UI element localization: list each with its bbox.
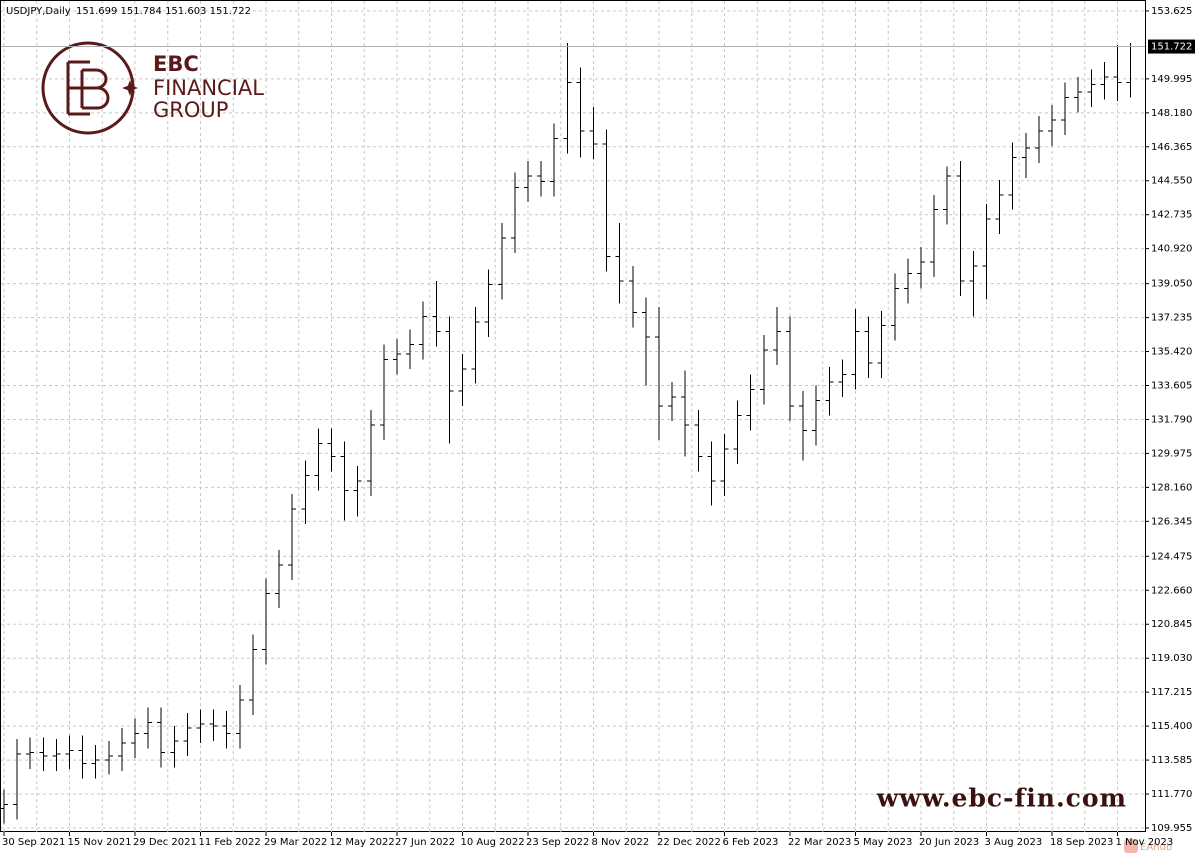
y-tick-label: 133.605 bbox=[1151, 381, 1192, 392]
y-tick-label: 113.585 bbox=[1151, 755, 1192, 766]
y-tick-label: 140.920 bbox=[1151, 244, 1192, 255]
y-tick-label: 122.660 bbox=[1151, 585, 1192, 596]
price-tag: 151.722 bbox=[1151, 42, 1192, 53]
y-tick-label: 126.345 bbox=[1151, 516, 1192, 527]
y-tick-label: 137.235 bbox=[1151, 313, 1192, 324]
y-tick-label: 117.215 bbox=[1151, 687, 1192, 698]
x-tick-label: 27 Jun 2022 bbox=[395, 837, 455, 848]
x-tick-label: 6 Feb 2023 bbox=[723, 837, 779, 848]
plot-frame bbox=[0, 0, 1146, 832]
y-tick-label: 109.955 bbox=[1151, 823, 1192, 834]
x-tick-label: 15 Nov 2021 bbox=[68, 837, 132, 848]
y-tick-label: 120.845 bbox=[1151, 619, 1192, 630]
x-tick-label: 5 May 2023 bbox=[854, 837, 913, 848]
x-tick-label: 3 Aug 2023 bbox=[985, 837, 1043, 848]
x-tick-label: 18 Sep 2023 bbox=[1050, 837, 1113, 848]
badge: EAhub bbox=[1140, 842, 1172, 853]
watermark: www.ebc-fin.com bbox=[876, 784, 1127, 813]
x-tick-label: 1 Nov 2023 bbox=[1116, 837, 1174, 848]
y-tick-label: 135.420 bbox=[1151, 347, 1192, 358]
x-tick-label: 23 Sep 2022 bbox=[526, 837, 589, 848]
x-tick-label: 20 Jun 2023 bbox=[919, 837, 979, 848]
x-tick-label: 22 Dec 2022 bbox=[657, 837, 721, 848]
x-tick-label: 8 Nov 2022 bbox=[592, 837, 650, 848]
y-tick-label: 139.050 bbox=[1151, 279, 1192, 290]
x-tick-label: 10 Aug 2022 bbox=[461, 837, 525, 848]
y-tick-label: 115.400 bbox=[1151, 721, 1192, 732]
y-tick-label: 142.735 bbox=[1151, 210, 1192, 221]
logo-name: EBC bbox=[153, 52, 199, 76]
y-tick-label: 148.180 bbox=[1151, 108, 1192, 119]
price-tag-bg bbox=[1148, 39, 1195, 54]
y-tick-label: 131.790 bbox=[1151, 414, 1192, 425]
y-tick-label: 111.770 bbox=[1151, 789, 1192, 800]
x-tick-label: 29 Dec 2021 bbox=[133, 837, 197, 848]
y-tick-label: 153.625 bbox=[1151, 6, 1192, 17]
x-tick-label: 11 Feb 2022 bbox=[199, 837, 261, 848]
y-tick-label: 146.365 bbox=[1151, 142, 1192, 153]
x-tick-label: 12 May 2022 bbox=[330, 837, 395, 848]
logo-line: GROUP bbox=[153, 98, 228, 122]
ohlc-readout: 151.699 151.784 151.603 151.722 bbox=[76, 6, 251, 17]
y-tick-label: 124.475 bbox=[1151, 551, 1192, 562]
badge-icon bbox=[1124, 839, 1138, 853]
x-tick-label: 29 Mar 2022 bbox=[264, 837, 327, 848]
x-tick-label: 30 Sep 2021 bbox=[2, 837, 65, 848]
bars bbox=[0, 43, 1135, 824]
y-tick-label: 128.160 bbox=[1151, 482, 1192, 493]
y-tick-label: 129.975 bbox=[1151, 448, 1192, 459]
logo: EBC FINANCIAL GROUP bbox=[41, 41, 264, 135]
logo-line: FINANCIAL bbox=[153, 76, 264, 100]
logo-mark bbox=[66, 60, 110, 116]
x-tick-label: 22 Mar 2023 bbox=[788, 837, 851, 848]
chart-title: USDJPY,Daily bbox=[6, 6, 71, 17]
y-tick-label: 149.995 bbox=[1151, 74, 1192, 85]
grid bbox=[1, 1, 1145, 832]
y-tick-label: 119.030 bbox=[1151, 653, 1192, 664]
logo-star bbox=[122, 80, 138, 96]
y-tick-label: 144.550 bbox=[1151, 176, 1192, 187]
